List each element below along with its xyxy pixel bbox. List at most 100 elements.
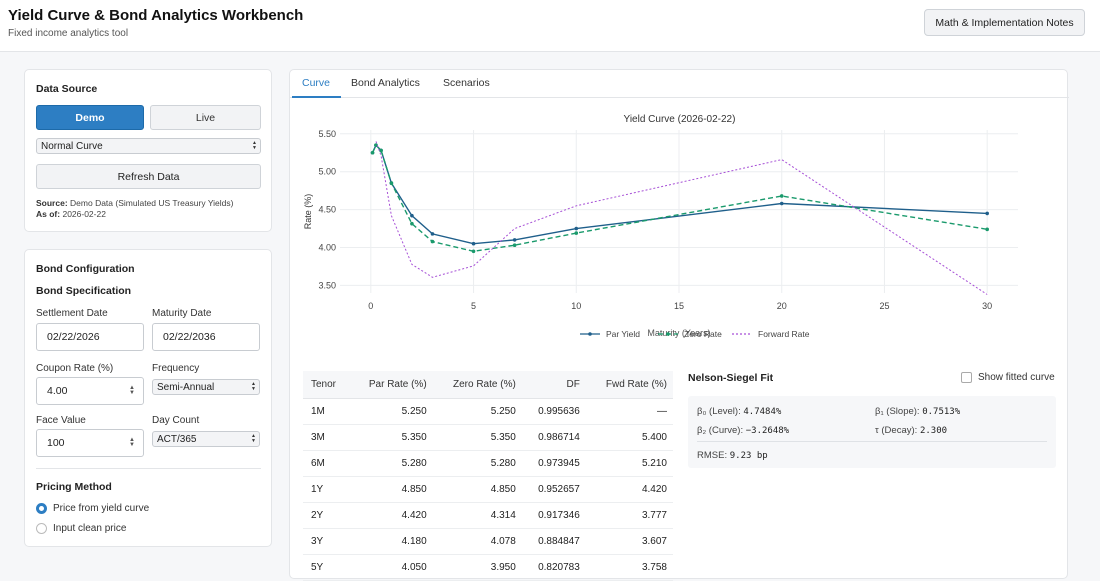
face-value-input[interactable]: 100 ▲ ▼ xyxy=(36,429,144,457)
table-cell: 1M xyxy=(303,398,350,425)
data-point xyxy=(430,232,435,236)
legend-label: Par Yield xyxy=(606,329,640,339)
data-point xyxy=(985,211,989,216)
divider xyxy=(36,468,261,469)
tab-scenarios[interactable]: Scenarios xyxy=(443,77,490,89)
stepper-icon[interactable]: ▲ ▼ xyxy=(129,437,135,448)
coupon-label: Coupon Rate (%) xyxy=(36,363,114,374)
data-source-card: Data Source Demo Live Normal Curve ▲ ▼ Re… xyxy=(24,69,272,232)
divider xyxy=(697,441,1047,442)
stepper-icon[interactable]: ▲ ▼ xyxy=(129,385,135,396)
table-cell: 5.400 xyxy=(585,424,673,451)
tab-bar: Curve Bond Analytics Scenarios xyxy=(290,70,1069,98)
settlement-date-input[interactable]: 02/22/2026 xyxy=(36,323,144,351)
table-header-row: Tenor Par Rate (%) Zero Rate (%) DF Fwd Rate… xyxy=(303,371,673,399)
table-cell: 4.314 xyxy=(432,502,522,529)
data-point xyxy=(389,181,394,185)
table-cell: 0.820783 xyxy=(521,554,586,581)
select-caret-icon: ▲ ▼ xyxy=(252,140,257,151)
radio-selected-icon[interactable] xyxy=(36,503,47,514)
data-point xyxy=(512,238,517,242)
y-tick-label: 4.00 xyxy=(318,243,336,253)
data-point xyxy=(574,226,579,231)
nelson-siegel-title: Nelson-Siegel Fit xyxy=(688,372,774,384)
main-panel: Curve Bond Analytics Scenarios Yield Cur… xyxy=(289,69,1069,581)
frequency-select[interactable]: Semi-Annual ▲ ▼ xyxy=(152,379,260,395)
data-point xyxy=(410,213,414,218)
asof-value: 2026-02-22 xyxy=(62,209,106,219)
column-header: DF xyxy=(521,371,586,399)
pricing-option-label: Input clean price xyxy=(53,523,127,534)
table-cell: 5.210 xyxy=(585,450,673,477)
tau-label: τ (Decay): xyxy=(875,425,918,436)
app-title: Yield Curve & Bond Analytics Workbench xyxy=(8,7,304,24)
table-row: 2Y 4.420 4.314 0.917346 3.777 xyxy=(303,502,673,529)
face-value-value: 100 xyxy=(47,437,65,449)
top-bar: Yield Curve & Bond Analytics Workbench F… xyxy=(0,0,1100,52)
table-cell: 4.050 xyxy=(349,554,433,581)
face-value-label: Face Value xyxy=(36,415,86,426)
source-key: Source: xyxy=(36,198,68,208)
y-tick-label: 4.50 xyxy=(318,205,336,215)
table-row: 5Y 4.050 3.950 0.820783 3.758 xyxy=(303,554,673,581)
rmse-label: RMSE: xyxy=(697,450,728,461)
table-cell: 4.420 xyxy=(349,502,433,529)
frequency-label: Frequency xyxy=(152,363,200,374)
beta0-value: 4.7484% xyxy=(743,407,782,417)
maturity-date-input[interactable]: 02/22/2036 xyxy=(152,323,260,351)
beta2-param: β₂ (Curve): −3.2648% xyxy=(697,425,789,436)
table-cell: 4.180 xyxy=(349,528,433,555)
daycount-label: Day Count xyxy=(152,415,200,426)
pricing-method-heading: Pricing Method xyxy=(36,481,112,493)
maturity-date-value: 02/22/2036 xyxy=(163,331,216,343)
table-cell: 0.952657 xyxy=(521,476,586,503)
curve-select-value: Normal Curve xyxy=(41,140,103,152)
data-point xyxy=(779,194,784,198)
column-header: Tenor xyxy=(303,371,350,399)
x-tick-label: 10 xyxy=(571,301,581,311)
x-tick-label: 30 xyxy=(982,301,992,311)
y-tick-label: 3.50 xyxy=(318,280,336,290)
table-row: 6M 5.280 5.280 0.973945 5.210 xyxy=(303,450,673,477)
table-cell: 5.250 xyxy=(349,398,433,425)
curve-select[interactable]: Normal Curve ▲ ▼ xyxy=(36,138,261,154)
radio-unselected-icon[interactable] xyxy=(36,523,47,534)
x-tick-label: 15 xyxy=(674,301,684,311)
pricing-option-clean-price[interactable]: Input clean price xyxy=(36,523,126,534)
yield-curve-chart: 3.50 4.00 4.50 5.00 5.50 0 5 10 15 20 25 30 Rate (%)… xyxy=(303,129,1018,339)
bond-config-heading: Bond Configuration xyxy=(36,263,135,275)
live-button[interactable]: Live xyxy=(150,105,261,130)
checkbox-icon[interactable] xyxy=(961,372,972,383)
show-fitted-curve-checkbox[interactable]: Show fitted curve xyxy=(961,372,1055,383)
daycount-value: ACT/365 xyxy=(157,433,197,445)
tab-curve[interactable]: Curve xyxy=(302,77,331,89)
data-point xyxy=(512,243,517,248)
settlement-label: Settlement Date xyxy=(36,308,108,319)
refresh-button[interactable]: Refresh Data xyxy=(36,164,261,189)
table-cell: 6M xyxy=(303,450,350,477)
table-cell: 0.973945 xyxy=(521,450,586,477)
daycount-select[interactable]: ACT/365 ▲ ▼ xyxy=(152,431,260,447)
tab-bond-analytics[interactable]: Bond Analytics xyxy=(351,77,420,89)
beta0-label: β₀ (Level): xyxy=(697,406,741,417)
asof-key: As of: xyxy=(36,209,61,219)
table-cell: 0.986714 xyxy=(521,424,586,451)
table-cell: 5.280 xyxy=(349,450,433,477)
table-cell: — xyxy=(585,398,673,425)
pricing-option-curve[interactable]: Price from yield curve xyxy=(36,503,149,514)
coupon-rate-input[interactable]: 4.00 ▲ ▼ xyxy=(36,377,144,405)
tau-param: τ (Decay): 2.300 xyxy=(875,425,947,436)
data-point xyxy=(379,148,383,153)
beta1-label: β₁ (Slope): xyxy=(875,406,920,417)
x-tick-label: 5 xyxy=(471,301,476,311)
x-tick-label: 0 xyxy=(368,301,373,311)
table-row: 3M 5.350 5.350 0.986714 5.400 xyxy=(303,424,673,451)
series-line-2 xyxy=(375,141,988,295)
table-row: 3Y 4.180 4.078 0.884847 3.607 xyxy=(303,528,673,555)
x-tick-label: 25 xyxy=(879,301,889,311)
notes-button[interactable]: Math & Implementation Notes xyxy=(924,9,1085,36)
rmse-stat: RMSE: 9.23 bp xyxy=(697,450,768,461)
legend-label: Forward Rate xyxy=(758,329,810,339)
demo-button[interactable]: Demo xyxy=(36,105,144,130)
table-cell: 3Y xyxy=(303,528,350,555)
